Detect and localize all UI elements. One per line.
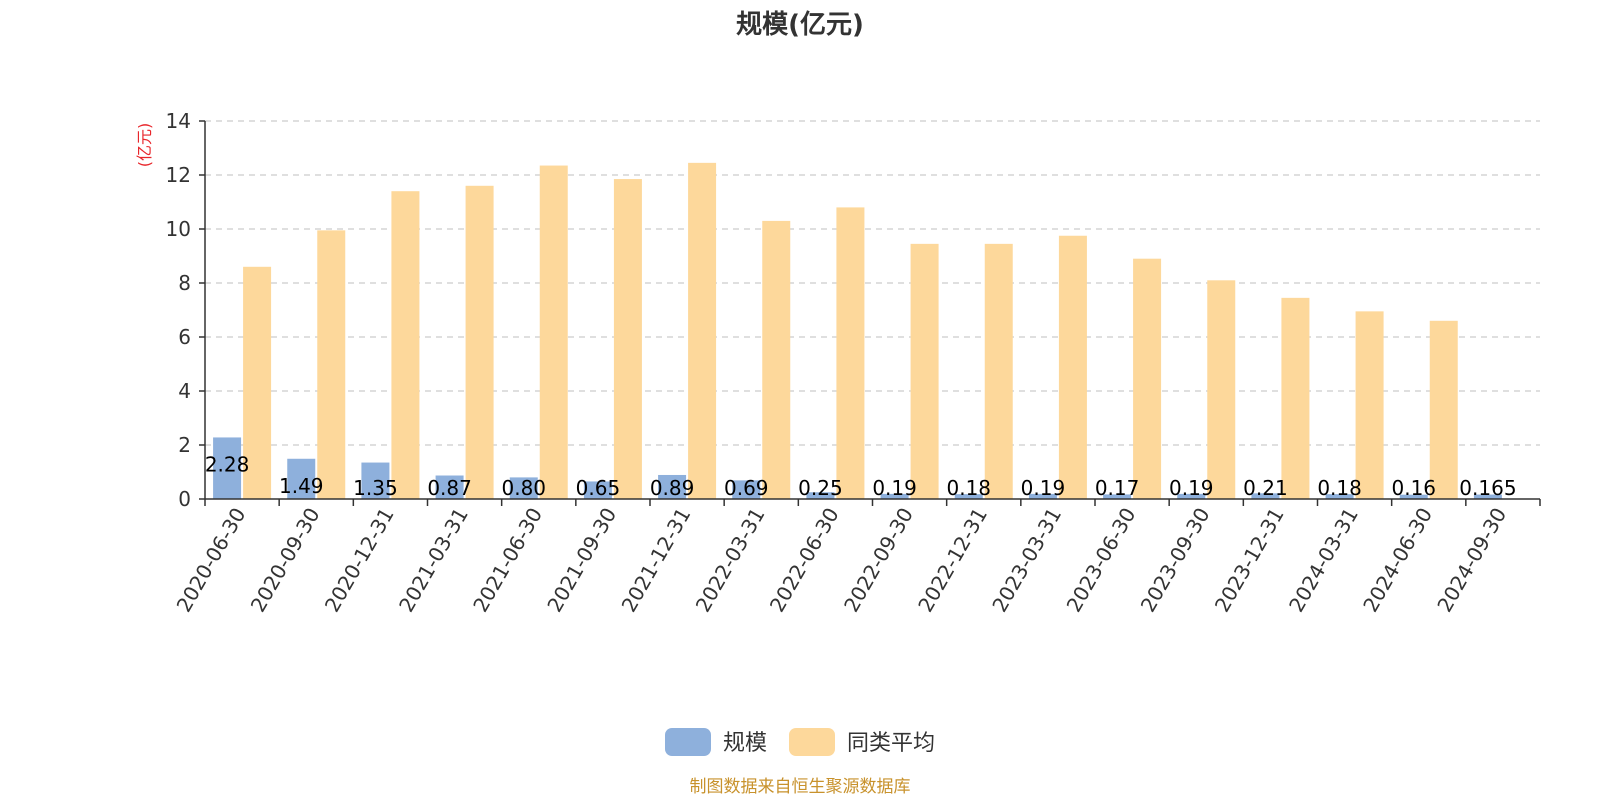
bar-scale <box>880 493 909 499</box>
chart-title: 规模(亿元) <box>736 10 864 40</box>
grid-lines <box>205 120 1540 446</box>
data-label: 0.18 <box>1317 476 1362 500</box>
bar-scale <box>509 477 538 499</box>
bar-category-average <box>391 191 420 499</box>
bar-scale <box>732 480 761 499</box>
data-label: 0.87 <box>427 476 472 500</box>
bar-scale <box>954 494 983 499</box>
data-label: 0.17 <box>1095 476 1140 500</box>
y-tick-label: 6 <box>178 325 191 349</box>
data-label: 0.19 <box>872 476 917 500</box>
y-tick-label: 0 <box>178 487 191 511</box>
bar-scale <box>1251 493 1280 499</box>
bar-scale <box>361 462 390 499</box>
legend-label: 规模 <box>723 731 767 756</box>
bar-scale <box>287 458 316 499</box>
legend-item[interactable]: 同类平均 <box>789 728 935 756</box>
x-tick-label: 2024-03-31 <box>1284 504 1363 617</box>
x-tick-label: 2020-12-31 <box>320 504 399 617</box>
bars <box>213 162 1502 500</box>
x-tick-label: 2023-09-30 <box>1136 504 1215 617</box>
data-label: 0.21 <box>1243 476 1288 500</box>
data-label: 0.19 <box>1021 476 1066 500</box>
legend-label: 同类平均 <box>847 731 935 756</box>
x-tick-label: 2024-06-30 <box>1358 504 1437 617</box>
data-label: 1.35 <box>353 476 398 500</box>
bar-category-average <box>836 207 865 499</box>
bar-scale <box>435 475 464 499</box>
bar-scale <box>1177 493 1206 499</box>
x-tick-label: 2022-06-30 <box>765 504 844 617</box>
bar-scale <box>213 437 242 499</box>
x-tick-label: 2021-12-31 <box>617 504 696 617</box>
bar-category-average <box>688 162 717 499</box>
bar-category-average <box>1281 297 1310 499</box>
bar-scale <box>806 492 835 499</box>
y-tick-label: 14 <box>166 109 191 133</box>
bar-category-average <box>1058 235 1087 499</box>
bar-category-average <box>1207 280 1236 499</box>
y-tick-label: 8 <box>178 271 191 295</box>
x-tick-label: 2024-09-30 <box>1432 504 1511 617</box>
y-tick-label: 2 <box>178 433 191 457</box>
data-label: 0.89 <box>650 476 695 500</box>
bar-scale <box>583 481 612 499</box>
data-label: 0.16 <box>1391 476 1436 500</box>
bar-category-average <box>1355 311 1384 499</box>
data-label: 1.49 <box>279 474 324 498</box>
bar-category-average <box>317 230 346 499</box>
x-tick-label: 2023-06-30 <box>1062 504 1141 617</box>
data-label: 0.19 <box>1169 476 1214 500</box>
data-labels: 2.28 1.49 1.35 0.87 0.80 0.65 0.89 0.69 0.25 0.19… <box>205 452 1517 500</box>
bar-scale <box>658 474 687 499</box>
x-tick-label: 2021-09-30 <box>542 504 621 617</box>
bar-category-average <box>465 185 494 500</box>
y-tick-label: 4 <box>178 379 191 403</box>
legend-swatch <box>665 728 711 756</box>
data-source-note: 制图数据来自恒生聚源数据库 <box>690 777 911 797</box>
y-axis-unit-label: (亿元) <box>135 123 154 168</box>
y-tick-label: 10 <box>166 217 191 241</box>
bar-scale <box>1103 494 1132 499</box>
x-tick-label: 2022-12-31 <box>913 504 992 617</box>
x-tick-label: 2020-06-30 <box>172 504 251 617</box>
legend[interactable]: 规模 同类平均 <box>665 728 935 756</box>
x-tick-label: 2023-12-31 <box>1210 504 1289 617</box>
data-label: 0.25 <box>798 476 843 500</box>
data-label: 2.28 <box>205 452 250 476</box>
data-label: 0.65 <box>576 476 621 500</box>
bar-scale <box>1473 494 1502 499</box>
x-tick-label: 2022-03-31 <box>691 504 770 617</box>
legend-swatch <box>789 728 835 756</box>
x-tick-label: 2021-03-31 <box>394 504 473 617</box>
x-tick-label: 2023-03-31 <box>987 504 1066 617</box>
data-label: 0.18 <box>946 476 991 500</box>
x-tick-label: 2021-06-30 <box>468 504 547 617</box>
data-label: 0.165 <box>1459 476 1516 500</box>
bar-category-average <box>910 243 939 499</box>
y-tick-label: 12 <box>166 163 191 187</box>
bar-category-average <box>984 243 1013 499</box>
bar-category-average <box>1133 258 1162 499</box>
data-label: 0.69 <box>724 476 769 500</box>
legend-item[interactable]: 规模 <box>665 728 767 756</box>
bar-category-average <box>243 266 272 499</box>
bar-scale <box>1399 494 1428 499</box>
x-tick-label: 2022-09-30 <box>839 504 918 617</box>
bar-scale <box>1325 494 1354 499</box>
bar-category-average <box>762 220 791 499</box>
bar-category-average <box>613 179 642 500</box>
x-tick-label: 2020-09-30 <box>246 504 325 617</box>
data-label: 0.80 <box>501 476 546 500</box>
bar-scale <box>1028 493 1057 499</box>
bar-category-average <box>1429 320 1458 499</box>
bar-category-average <box>539 165 568 500</box>
